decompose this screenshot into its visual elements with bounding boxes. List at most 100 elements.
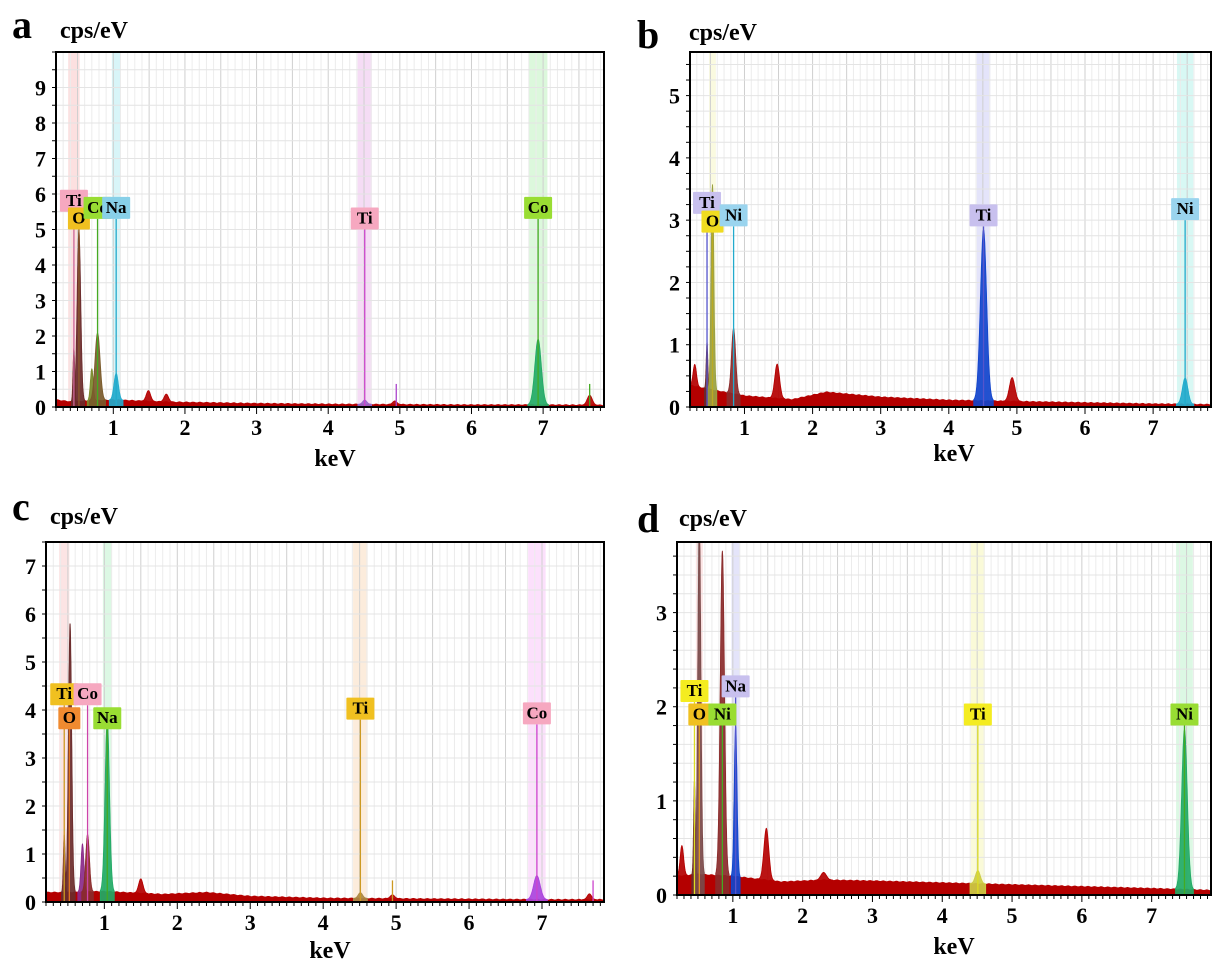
eds-panel-b: b cps/eV 1 2 3 4 5 6 7 0 1 2 3 4 5 keV Ti O Ni Ti Ni bbox=[607, 0, 1214, 482]
element-label-box bbox=[93, 707, 122, 730]
plot-area bbox=[690, 52, 1211, 407]
y-tick-label: 4 bbox=[669, 146, 680, 171]
x-tick-label: 4 bbox=[937, 903, 948, 928]
y-tick-label: 5 bbox=[669, 84, 680, 109]
grid-lines bbox=[56, 52, 604, 407]
plot-frame bbox=[689, 51, 1212, 408]
x-tick-label: 1 bbox=[739, 415, 750, 440]
element-label-text: Ti bbox=[970, 705, 986, 724]
spectrum-peak bbox=[387, 400, 403, 407]
element-label: Ni bbox=[708, 703, 737, 726]
y-tick-label: 9 bbox=[35, 76, 46, 101]
element-label-box bbox=[969, 204, 998, 227]
x-tick-label: 6 bbox=[466, 415, 477, 440]
plot-frame bbox=[676, 541, 1212, 896]
element-label-box bbox=[522, 702, 551, 725]
element-label-box bbox=[102, 196, 131, 219]
x-tick-label: 3 bbox=[875, 415, 886, 440]
element-label: Ti bbox=[350, 207, 379, 230]
eds-panel-d: d cps/eV 1 2 3 4 5 6 7 0 1 2 3 keV Ti O Ni Na Ti Ni bbox=[607, 482, 1214, 965]
x-tick-label: 1 bbox=[99, 910, 110, 935]
element-label-text: Ni bbox=[725, 205, 742, 224]
y-tick-label: 4 bbox=[25, 698, 36, 723]
element-label-box bbox=[693, 191, 722, 214]
spectrum-peak bbox=[814, 871, 833, 895]
element-label: Ti bbox=[680, 680, 709, 703]
element-label: Co bbox=[524, 196, 553, 219]
element-label-box bbox=[680, 680, 709, 703]
eds-panel-c: c cps/eV 1 2 3 4 5 6 7 0 1 2 3 4 5 6 7 keV Ti O Co Na Ti Co bbox=[0, 482, 607, 965]
x-tick-label: 4 bbox=[323, 415, 334, 440]
x-axis-title: keV bbox=[314, 446, 356, 472]
y-tick-label: 7 bbox=[25, 554, 36, 579]
x-tick-label: 3 bbox=[867, 903, 878, 928]
x-tick-label: 2 bbox=[172, 910, 183, 935]
spectrum-peak bbox=[769, 363, 786, 407]
y-tick-label: 2 bbox=[25, 794, 36, 819]
y-tick-label: 3 bbox=[669, 208, 680, 233]
element-label: Ti bbox=[346, 697, 375, 720]
x-tick-label: 6 bbox=[1076, 903, 1087, 928]
y-tick-label: 5 bbox=[25, 650, 36, 675]
element-label-text: Co bbox=[527, 703, 548, 722]
element-label-box bbox=[688, 703, 711, 726]
spectrum-peak bbox=[158, 393, 174, 407]
plot-frame bbox=[45, 541, 605, 903]
element-label-text: Ni bbox=[1176, 705, 1193, 724]
plot-area bbox=[677, 542, 1211, 895]
x-tick-label: 1 bbox=[108, 415, 119, 440]
element-label: Ti bbox=[693, 191, 722, 214]
x-tick-label: 7 bbox=[537, 910, 548, 935]
y-tick-label: 6 bbox=[35, 182, 46, 207]
element-label-text: O bbox=[72, 209, 85, 228]
x-tick-label: 3 bbox=[245, 910, 256, 935]
element-label: Co bbox=[522, 702, 551, 725]
x-tick-label: 6 bbox=[464, 910, 475, 935]
x-tick-label: 7 bbox=[538, 415, 549, 440]
y-tick-label: 3 bbox=[35, 289, 46, 314]
element-label-text: Ti bbox=[56, 684, 72, 703]
spectrum-peak bbox=[141, 390, 156, 407]
axis-ticks bbox=[42, 541, 601, 909]
element-label-text: Co bbox=[528, 198, 549, 217]
y-tick-label: 3 bbox=[656, 601, 667, 626]
x-tick-label: 5 bbox=[1007, 903, 1018, 928]
y-tick-label: 0 bbox=[669, 395, 680, 420]
eds-chart-d: d cps/eV 1 2 3 4 5 6 7 0 1 2 3 keV Ti O Ni Na Ti Ni bbox=[637, 496, 1212, 960]
y-axis-unit-label: cps/eV bbox=[689, 20, 758, 46]
plot-area bbox=[46, 542, 604, 902]
element-label-text: Ti bbox=[699, 193, 715, 212]
element-label: Ni bbox=[1171, 198, 1200, 221]
y-tick-label: 1 bbox=[656, 789, 667, 814]
y-tick-label: 0 bbox=[25, 890, 36, 915]
element-label: Ti bbox=[59, 189, 88, 212]
element-label-text: Ti bbox=[352, 699, 368, 718]
x-tick-label: 1 bbox=[727, 903, 738, 928]
y-axis-unit-label: cps/eV bbox=[679, 506, 748, 532]
y-tick-label: 2 bbox=[656, 695, 667, 720]
spectrum-peak bbox=[133, 878, 149, 902]
x-tick-label: 4 bbox=[318, 910, 329, 935]
x-tick-label: 3 bbox=[251, 415, 262, 440]
element-label-box bbox=[701, 210, 724, 233]
element-label-box bbox=[719, 204, 748, 227]
panel-letter: b bbox=[637, 12, 659, 57]
element-label-text: Ti bbox=[687, 681, 703, 700]
axis-ticks bbox=[686, 63, 1209, 414]
element-label-box bbox=[708, 703, 737, 726]
y-tick-label: 5 bbox=[35, 218, 46, 243]
x-tick-label: 2 bbox=[179, 415, 190, 440]
y-tick-label: 7 bbox=[35, 147, 46, 172]
element-label-box bbox=[1170, 703, 1199, 726]
x-tick-label: 4 bbox=[943, 415, 954, 440]
element-label-text: O bbox=[693, 705, 706, 724]
element-label-text: O bbox=[63, 708, 76, 727]
element-label-box bbox=[59, 189, 88, 212]
element-label-text: Ti bbox=[976, 205, 992, 224]
x-axis-title: keV bbox=[933, 934, 975, 960]
y-tick-label: 2 bbox=[669, 270, 680, 295]
element-label-box bbox=[58, 707, 81, 730]
y-tick-label: 0 bbox=[656, 883, 667, 908]
